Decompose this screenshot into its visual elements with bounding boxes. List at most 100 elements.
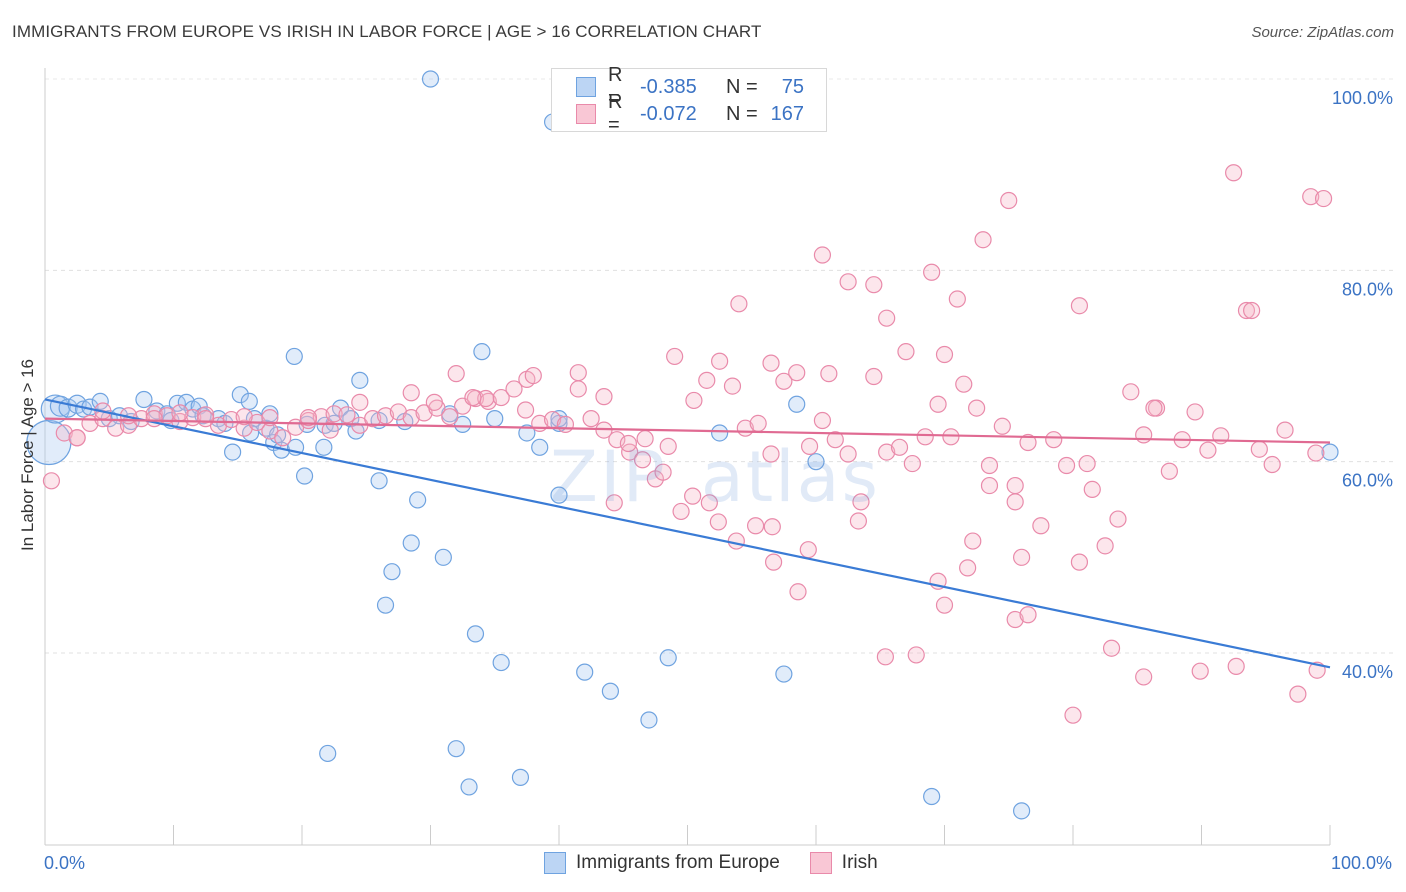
irish-point — [351, 393, 369, 411]
legend: R = -0.385 N = 75 R = -0.072 N = 167 — [551, 64, 827, 136]
irish-point — [849, 512, 868, 530]
irish-point — [897, 343, 915, 361]
irish-point — [1237, 301, 1256, 320]
europe-point — [177, 393, 195, 411]
irish-point — [1006, 610, 1024, 629]
europe-point — [576, 663, 594, 681]
series-swatch-irish — [809, 852, 832, 874]
europe-point — [640, 711, 658, 729]
irish-point — [402, 384, 420, 402]
irish-point — [890, 438, 909, 456]
legend-row-europe: R = -0.385 N = 75 — [576, 64, 804, 109]
europe-point — [351, 371, 369, 389]
irish-point — [68, 429, 86, 447]
irish-point — [569, 380, 587, 398]
irish-point — [700, 494, 718, 512]
irish-point — [524, 366, 542, 385]
irish-point — [916, 428, 934, 446]
irish-point — [1186, 403, 1204, 421]
irish-point — [799, 541, 817, 559]
legend-swatch-europe — [576, 77, 596, 97]
legend-row-irish: R = -0.072 N = 167 — [576, 91, 804, 136]
irish-point — [325, 405, 343, 423]
watermark-zip: ZIP — [550, 436, 667, 518]
europe-point — [224, 443, 242, 461]
europe-point — [402, 534, 420, 552]
irish-point — [672, 502, 690, 521]
europe-point — [409, 491, 427, 509]
irish-point — [698, 371, 716, 389]
irish-point — [1045, 431, 1063, 449]
legend-r-value: -0.072 — [640, 102, 697, 125]
europe-point — [315, 438, 333, 456]
legend-n-label: N = — [726, 102, 758, 125]
y-tick-label: 100.0% — [1332, 88, 1393, 108]
irish-point — [903, 454, 921, 473]
irish-point — [684, 487, 702, 505]
irish-point — [964, 532, 982, 550]
europe-point — [460, 778, 478, 796]
series-swatch-europe — [544, 852, 566, 874]
irish-point — [852, 493, 870, 511]
irish-point — [929, 395, 947, 413]
irish-point — [1307, 444, 1325, 462]
europe-point — [775, 665, 793, 683]
series-legend-europe[interactable]: Immigrants from Europe — [544, 852, 780, 874]
irish-point — [1083, 480, 1101, 499]
europe-point — [295, 467, 314, 485]
legend-n-label: N = — [726, 75, 758, 98]
irish-point — [813, 411, 832, 430]
irish-point — [839, 273, 857, 291]
irish-point — [1250, 440, 1268, 458]
source-label: Source: ZipAtlas.com — [1251, 24, 1394, 41]
irish-point — [968, 399, 986, 417]
europe-point — [659, 649, 677, 667]
series-label-irish: Irish — [841, 852, 878, 873]
europe-point — [486, 410, 504, 428]
irish-point — [955, 375, 973, 393]
series-legend: Immigrants from Europe Irish — [544, 852, 908, 874]
irish-point — [1064, 706, 1082, 724]
irish-point — [711, 352, 729, 370]
series-legend-irish[interactable]: Irish — [809, 852, 878, 874]
irish-point — [1314, 189, 1333, 208]
irish-point — [685, 391, 703, 410]
europe-point — [711, 424, 729, 442]
europe-point — [1012, 802, 1031, 820]
irish-point — [171, 404, 189, 422]
irish-point — [1070, 297, 1089, 315]
europe-trend-line — [44, 398, 1331, 669]
irish-point — [1191, 662, 1209, 680]
chart-title: IMMIGRANTS FROM EUROPE VS IRISH IN LABOR… — [12, 22, 762, 41]
irish-point — [42, 472, 61, 490]
europe-point — [511, 768, 530, 786]
europe-point — [518, 424, 536, 442]
irish-point — [619, 434, 637, 453]
irish-point — [1289, 685, 1307, 703]
irish-point — [364, 410, 382, 428]
irish-point — [1199, 441, 1217, 459]
irish-trend-line — [44, 417, 1331, 444]
legend-r-label: R = — [608, 64, 623, 109]
irish-point — [197, 406, 215, 424]
europe-point — [231, 386, 249, 404]
irish-point — [1227, 657, 1245, 675]
legend-n-value: 75 — [781, 75, 804, 98]
irish-point — [299, 409, 318, 427]
irish-point — [222, 410, 240, 429]
irish-point — [321, 421, 339, 439]
irish-point — [923, 263, 941, 281]
europe-point — [601, 682, 620, 700]
irish-point — [878, 309, 896, 327]
irish-point — [876, 648, 894, 666]
irish-point — [762, 354, 780, 372]
irish-point — [197, 410, 215, 428]
europe-point — [466, 625, 485, 643]
irish-point — [1243, 301, 1261, 320]
irish-point — [376, 407, 395, 425]
irish-point — [1263, 455, 1281, 474]
irish-point — [425, 393, 443, 411]
irish-point — [907, 646, 925, 664]
europe-point — [331, 399, 350, 417]
